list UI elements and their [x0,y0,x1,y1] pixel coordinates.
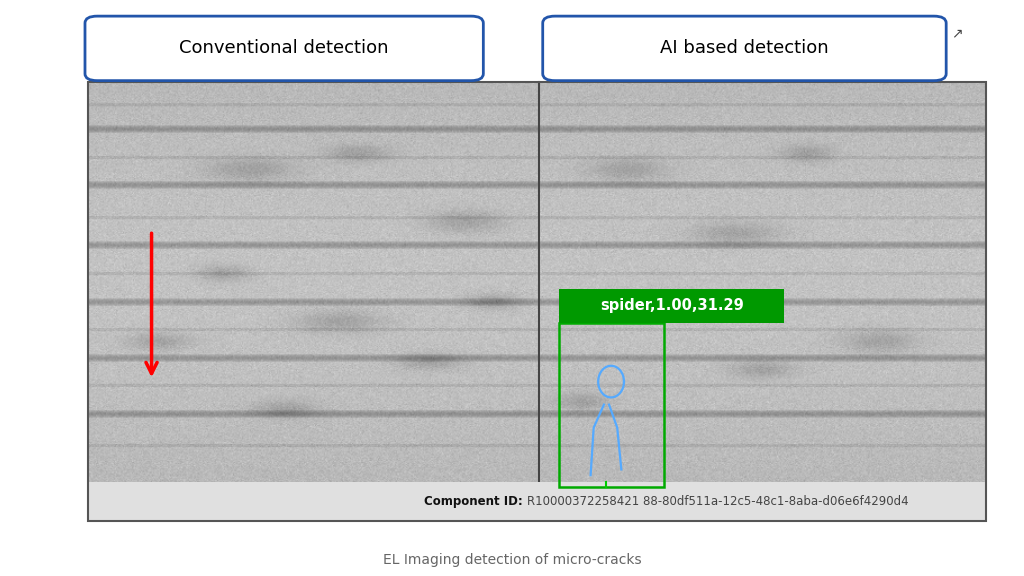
Bar [559,323,664,487]
Text: Conventional detection: Conventional detection [179,39,389,58]
Bar [88,82,986,521]
Text: EL Imaging detection of micro-cracks: EL Imaging detection of micro-cracks [383,553,641,567]
FancyBboxPatch shape [85,16,483,81]
Text: Component ID:: Component ID: [424,495,526,508]
Text: spider,1.00,31.29: spider,1.00,31.29 [600,298,743,313]
Text: AI based detection: AI based detection [660,39,828,58]
Text: R10000372258421 88-80df511a-12c5-48c1-8aba-d06e6f4290d4: R10000372258421 88-80df511a-12c5-48c1-8a… [526,495,908,508]
Bar [559,289,784,323]
Text: ↗: ↗ [950,26,963,40]
FancyBboxPatch shape [543,16,946,81]
Bar [88,482,986,521]
